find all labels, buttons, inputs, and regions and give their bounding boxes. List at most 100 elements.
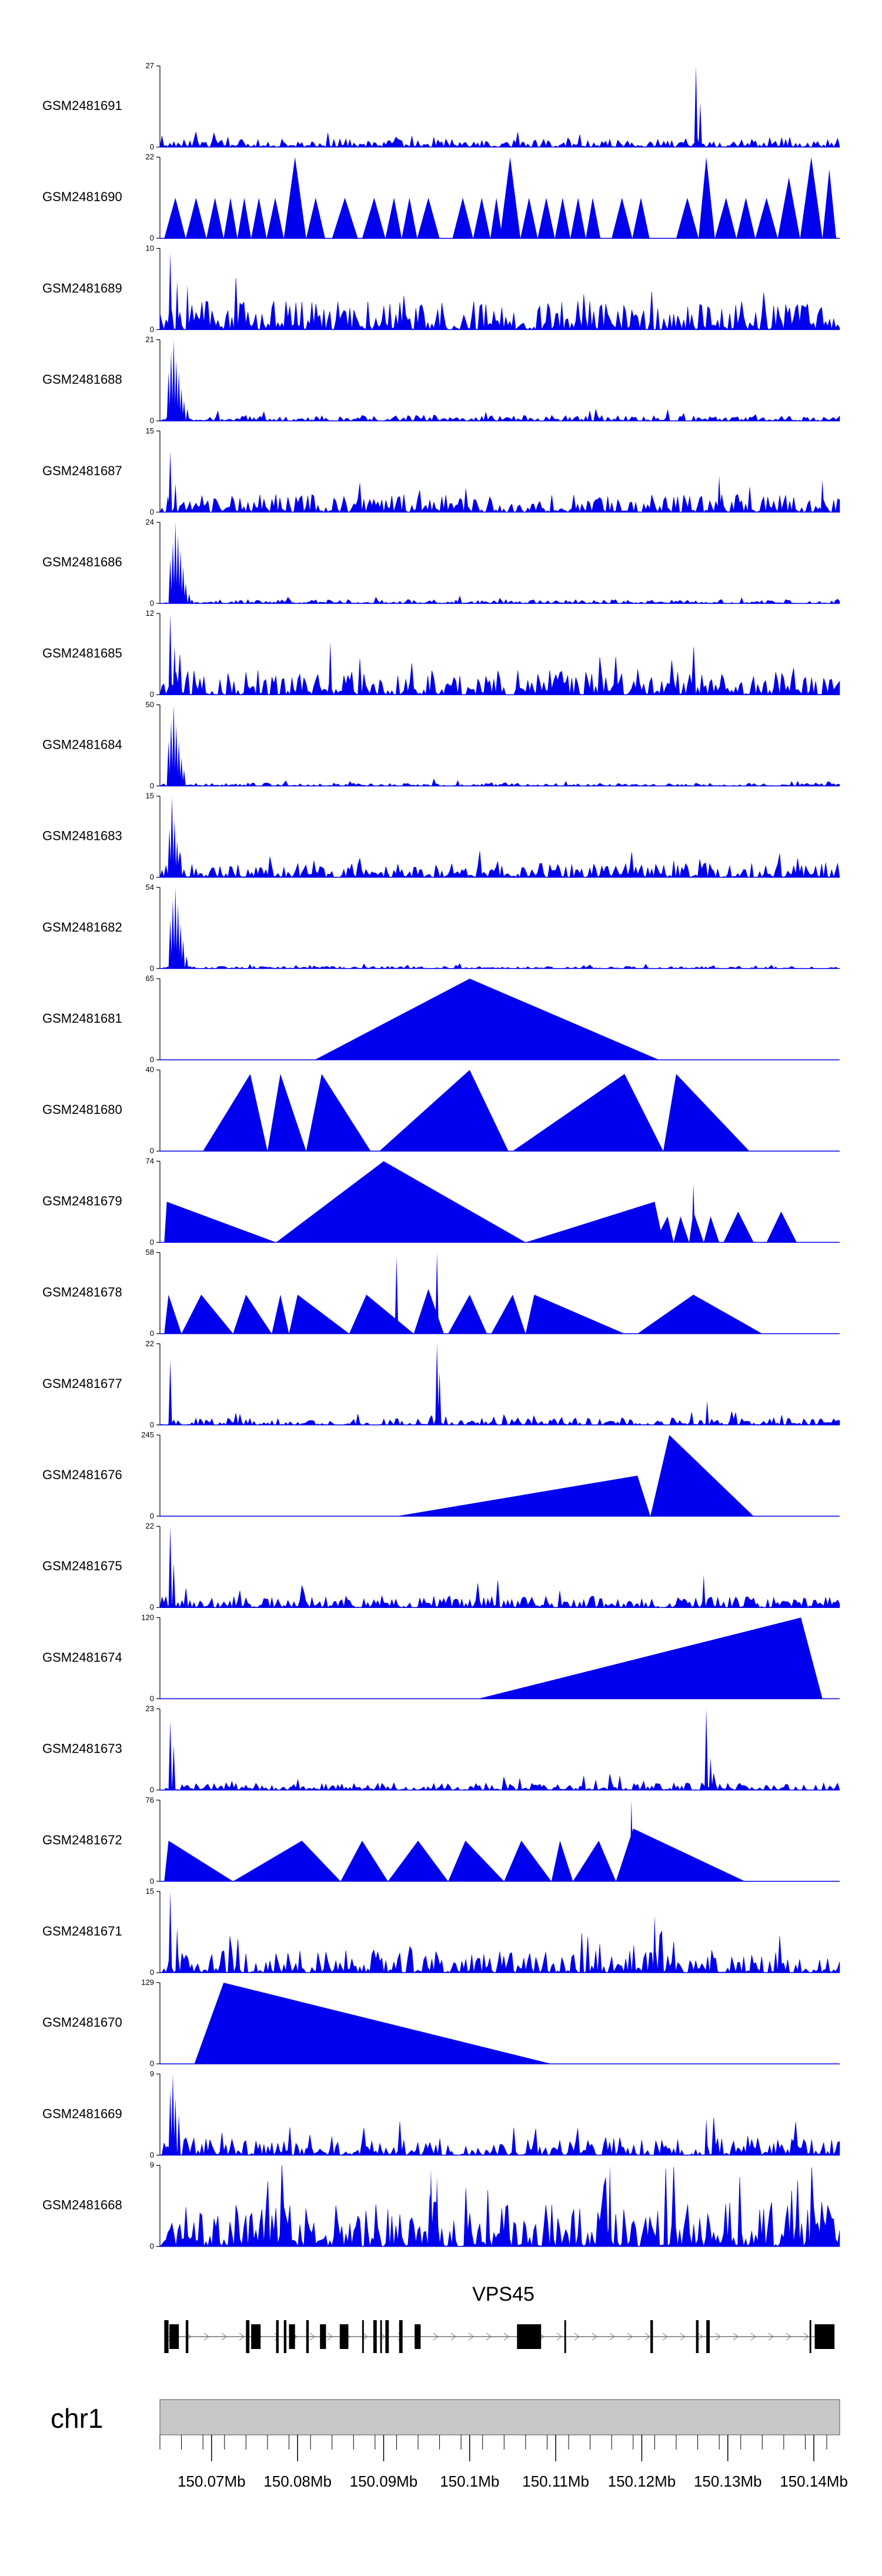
coverage-peak <box>223 198 238 239</box>
coverage-peak <box>315 979 659 1060</box>
coverage-spike <box>168 2090 172 2155</box>
coverage-spike <box>168 828 172 877</box>
coverage-peak <box>340 1840 388 1881</box>
coverage-peak <box>822 169 837 239</box>
coverage-spike <box>172 820 176 877</box>
track-GSM2481671: GSM2481671 15 0 <box>42 1887 840 1977</box>
coverage-spike <box>172 705 176 786</box>
coverage-spike <box>174 725 178 786</box>
track-label: GSM2481671 <box>42 1924 122 1938</box>
coverage-spike <box>694 66 698 147</box>
track-label: GSM2481686 <box>42 555 122 569</box>
coverage-spike <box>168 559 172 603</box>
coverage-spike <box>179 923 183 969</box>
y-min-label: 0 <box>150 2150 154 2159</box>
x-tick-label: 150.07Mb <box>178 2472 246 2490</box>
track-GSM2481684: GSM2481684 50 0 <box>42 700 840 790</box>
coverage-peak <box>551 1840 573 1881</box>
coverage-area <box>159 2165 840 2247</box>
coverage-spike <box>704 2118 709 2155</box>
y-min-label: 0 <box>150 1420 154 1429</box>
y-min-label: 0 <box>150 1877 154 1886</box>
coverage-area <box>159 851 840 878</box>
exon <box>283 2320 287 2353</box>
track-label: GSM2481688 <box>42 372 122 387</box>
coverage-peak <box>233 1294 272 1334</box>
exon <box>517 2324 542 2349</box>
coverage-spike <box>173 522 178 603</box>
coverage-spike <box>179 550 183 603</box>
y-min-label: 0 <box>150 233 154 242</box>
coverage-area <box>159 1580 840 1609</box>
coverage-peak <box>289 1294 349 1334</box>
coverage-spike <box>820 479 824 512</box>
strand-arrow <box>450 2333 456 2341</box>
coverage-peak <box>413 1289 444 1334</box>
coverage-area <box>159 278 840 331</box>
strand-arrow <box>468 2333 474 2341</box>
y-max-label: 27 <box>146 61 154 70</box>
coverage-peak <box>654 1216 674 1243</box>
x-tick-label: 150.12Mb <box>608 2472 676 2490</box>
track-GSM2481688: GSM2481688 21 0 <box>42 335 840 425</box>
y-min-label: 0 <box>150 325 154 333</box>
coverage-peak <box>164 1840 233 1881</box>
coverage-peak <box>676 198 699 239</box>
y-max-label: 23 <box>146 1704 154 1713</box>
coverage-peak <box>266 198 284 239</box>
track-GSM2481668: GSM2481668 9 0 <box>42 2161 840 2251</box>
y-min-label: 0 <box>150 508 154 516</box>
coverage-spike <box>701 1575 706 1608</box>
track-GSM2481675: GSM2481675 22 0 <box>42 1521 840 1611</box>
coverage-peak <box>237 198 252 239</box>
coverage-spike <box>717 475 721 512</box>
coverage-peak <box>306 198 325 239</box>
y-max-label: 22 <box>146 1339 154 1348</box>
coverage-peak <box>448 1294 487 1334</box>
coverage-spike <box>429 2169 433 2247</box>
coverage-area <box>160 1773 840 1791</box>
y-min-label: 0 <box>150 1694 154 1703</box>
coverage-peak <box>673 1216 689 1243</box>
coverage-spike <box>179 388 183 421</box>
strand-arrow <box>786 2333 791 2341</box>
coverage-spike <box>185 408 189 421</box>
strand-arrow <box>380 2333 386 2341</box>
track-label: GSM2481684 <box>42 737 122 752</box>
strand-arrow <box>203 2333 209 2341</box>
exon <box>650 2320 653 2353</box>
exon <box>706 2320 710 2353</box>
coverage-peak <box>181 1294 233 1334</box>
y-min-label: 0 <box>150 1329 154 1338</box>
coverage-peak <box>203 1074 268 1152</box>
coverage-peak <box>650 1435 754 1516</box>
y-min-label: 0 <box>150 690 154 699</box>
coverage-area <box>160 595 840 604</box>
coverage-peak <box>699 157 715 239</box>
strand-arrow <box>221 2333 227 2341</box>
coverage-spike <box>435 1252 439 1334</box>
coverage-spike <box>704 1709 709 1790</box>
coverage-peak <box>554 198 570 239</box>
exon <box>380 2320 382 2353</box>
y-min-label: 0 <box>150 416 154 425</box>
y-min-label: 0 <box>150 2059 154 2068</box>
coverage-peak <box>512 1074 664 1152</box>
genome-axis: chr1 150.07Mb 150.08Mb 150.09Mb 150.1Mb 150.1… <box>51 2399 848 2490</box>
coverage-spike <box>435 2177 439 2247</box>
y-max-label: 22 <box>146 1521 154 1530</box>
exon <box>362 2320 364 2353</box>
coverage-spike <box>168 1526 172 1608</box>
strand-arrow <box>503 2333 509 2341</box>
x-tick-label: 150.1Mb <box>440 2472 499 2490</box>
coverage-spike <box>182 401 186 421</box>
exon <box>814 2324 835 2349</box>
coverage-spike <box>166 372 171 421</box>
coverage-spike <box>168 613 172 695</box>
y-min-label: 0 <box>150 1146 154 1155</box>
coverage-peak <box>573 1840 616 1881</box>
coverage-spike <box>173 887 178 969</box>
y-max-label: 65 <box>146 974 154 983</box>
coverage-spike <box>169 721 173 786</box>
track-label: GSM2481690 <box>42 189 122 204</box>
